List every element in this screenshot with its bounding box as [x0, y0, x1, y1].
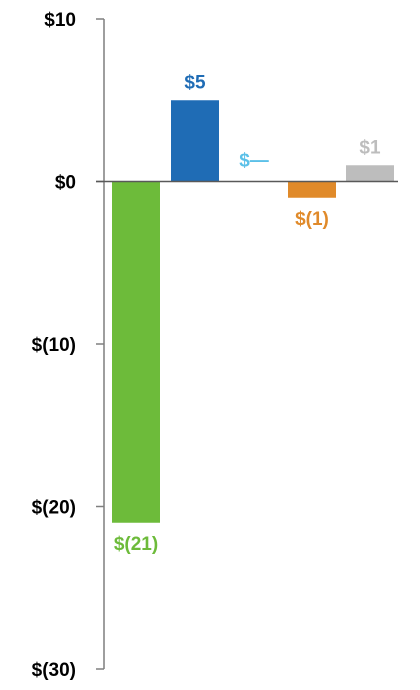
y-tick-label: $10 [44, 10, 76, 31]
data-label: $5 [184, 72, 206, 93]
y-tick-label: $(20) [32, 498, 76, 519]
bars-group [112, 100, 394, 523]
bar [288, 181, 336, 198]
bar [346, 165, 394, 182]
data-label: $(21) [114, 534, 158, 555]
bar [112, 181, 160, 523]
y-axis: $10 $0 $(10) $(20) $(30) [32, 10, 105, 681]
data-label: $1 [359, 137, 381, 158]
y-tick-label: $0 [55, 173, 76, 194]
data-labels-group: $(21) $5 $— $(1) $1 [114, 72, 381, 555]
data-label: $(1) [295, 209, 329, 230]
bar [171, 100, 219, 182]
y-tick-label: $(30) [32, 660, 76, 681]
y-tick-label: $(10) [32, 335, 76, 356]
data-label: $— [239, 151, 269, 172]
